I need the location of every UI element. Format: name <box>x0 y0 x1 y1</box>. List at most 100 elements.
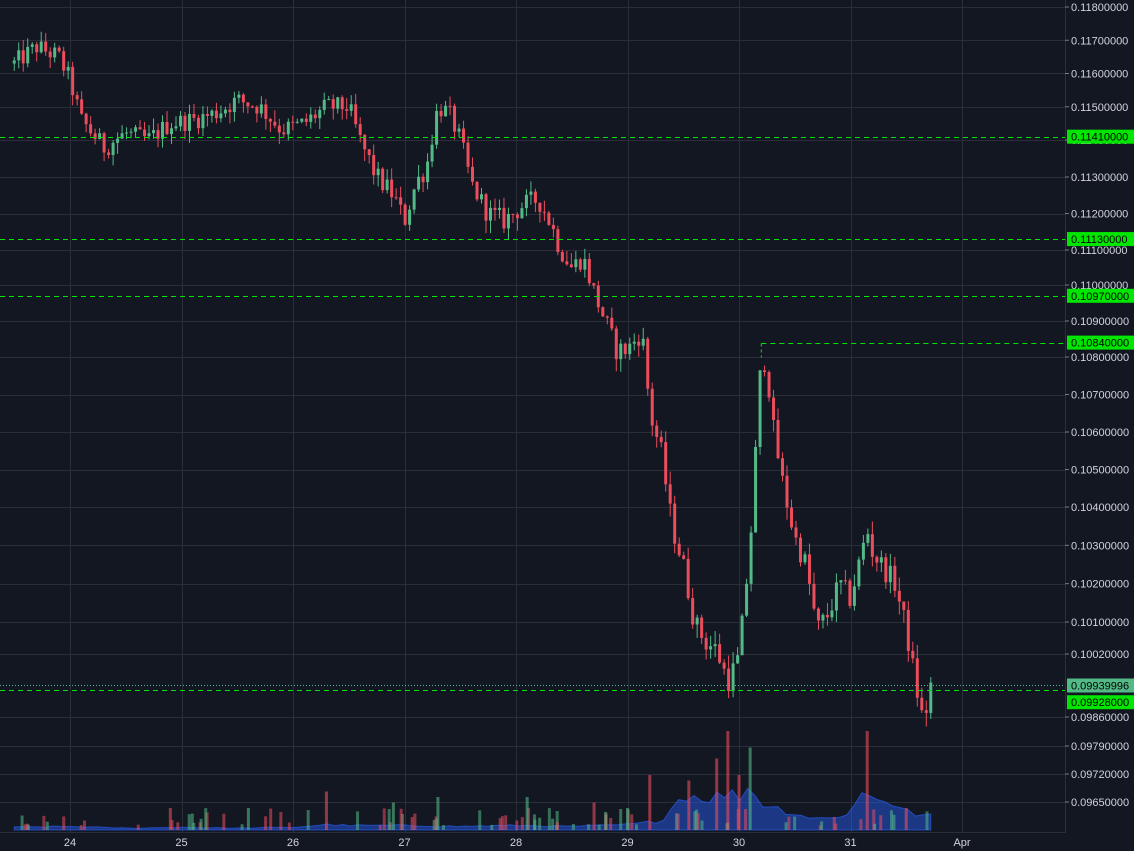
candle-body <box>219 113 223 119</box>
volume-bar <box>793 816 797 830</box>
candle-body <box>915 658 919 698</box>
candle-body <box>906 609 910 651</box>
candle-body <box>587 258 591 284</box>
candle-body <box>80 99 84 114</box>
candle-body <box>893 565 897 591</box>
candle-body <box>448 105 452 107</box>
y-tick-label: 0.11700000 <box>1071 35 1128 47</box>
candle-body <box>457 128 461 132</box>
candle-body <box>125 132 129 134</box>
volume-bar <box>399 808 403 830</box>
candle-body <box>304 118 308 122</box>
candle-body <box>255 106 259 114</box>
volume-bar <box>626 808 629 830</box>
candle-body <box>480 194 484 200</box>
candle-body <box>426 161 430 183</box>
candle-body <box>358 124 362 135</box>
candle-body <box>641 338 645 346</box>
candle-body <box>888 565 892 583</box>
candle-body <box>646 338 650 389</box>
candle-body <box>26 46 30 64</box>
volume-bar <box>264 816 268 830</box>
candle-body <box>372 155 376 176</box>
candle-body <box>758 370 762 447</box>
volume-bar <box>604 811 608 830</box>
candle-body <box>879 557 883 563</box>
volume-bar <box>387 809 391 830</box>
candle-body <box>785 475 789 508</box>
volume-bar <box>872 809 876 830</box>
candle-body <box>515 214 519 219</box>
volume-bar <box>136 824 140 830</box>
volume-bar <box>687 780 691 830</box>
candle-body <box>601 307 605 317</box>
volume-bar <box>199 818 203 830</box>
time-axis[interactable] <box>0 833 1134 851</box>
volume-bar <box>45 821 49 830</box>
candle-body <box>30 44 34 47</box>
volume-bar <box>279 812 283 830</box>
volume-bar <box>490 824 494 830</box>
candle-body <box>686 558 690 599</box>
candle-body <box>57 47 61 52</box>
candle-body <box>488 207 492 221</box>
price-tag-label: 0.09939996 <box>1071 681 1129 693</box>
candle-body <box>295 121 299 123</box>
volume-bar <box>168 808 172 830</box>
price-tag[interactable] <box>1067 288 1134 303</box>
candle-body <box>89 124 93 134</box>
candle-body <box>565 261 569 265</box>
candle-body <box>349 104 353 111</box>
candle-body <box>727 668 731 692</box>
volume-bar <box>83 820 87 830</box>
candle-body <box>201 114 205 129</box>
candle-body <box>421 176 425 183</box>
volume-bar <box>436 797 440 830</box>
candle-body <box>614 328 618 360</box>
volume-bar <box>925 811 929 830</box>
candle-body <box>920 697 924 711</box>
price-tag[interactable] <box>1067 678 1134 693</box>
candle-body <box>62 51 66 71</box>
candle-body <box>444 105 448 117</box>
y-tick-label: 0.11200000 <box>1071 209 1128 221</box>
volume-bar <box>434 816 438 830</box>
price-tag[interactable] <box>1067 695 1134 710</box>
x-tick-label: 24 <box>64 837 76 849</box>
volume-bar <box>62 816 66 830</box>
candle-body <box>848 580 852 606</box>
candle-body <box>857 559 861 587</box>
volume-area <box>13 787 932 831</box>
candle-body <box>709 646 713 650</box>
candle-body <box>354 104 358 125</box>
price-tag[interactable] <box>1067 335 1134 350</box>
volume-bar <box>693 811 697 830</box>
candle-body <box>107 152 111 155</box>
candle-body <box>273 121 277 126</box>
candle-body <box>538 202 542 212</box>
volume-bar <box>820 821 824 830</box>
volume-bar <box>498 818 502 830</box>
candle-body <box>376 168 380 176</box>
volume-bar <box>478 810 482 830</box>
candle-body <box>574 259 578 268</box>
price-tag-label: 0.10970000 <box>1071 291 1129 303</box>
price-tag[interactable] <box>1067 232 1134 247</box>
candle-body <box>165 121 169 135</box>
volume-bar <box>726 731 730 830</box>
candle-body <box>870 534 874 557</box>
candle-body <box>17 50 21 61</box>
candle-body <box>475 181 479 200</box>
volume-bar <box>695 809 699 830</box>
candle-body <box>745 583 749 616</box>
candle-body <box>821 614 825 621</box>
volume-bar <box>287 822 291 830</box>
price-tag[interactable] <box>1067 129 1134 144</box>
candle-body <box>187 114 191 131</box>
volume-bar <box>571 824 575 830</box>
candle-body <box>53 47 57 58</box>
candle-body <box>803 554 807 563</box>
candle-body <box>345 109 349 111</box>
y-tick-label: 0.09720000 <box>1071 769 1129 781</box>
